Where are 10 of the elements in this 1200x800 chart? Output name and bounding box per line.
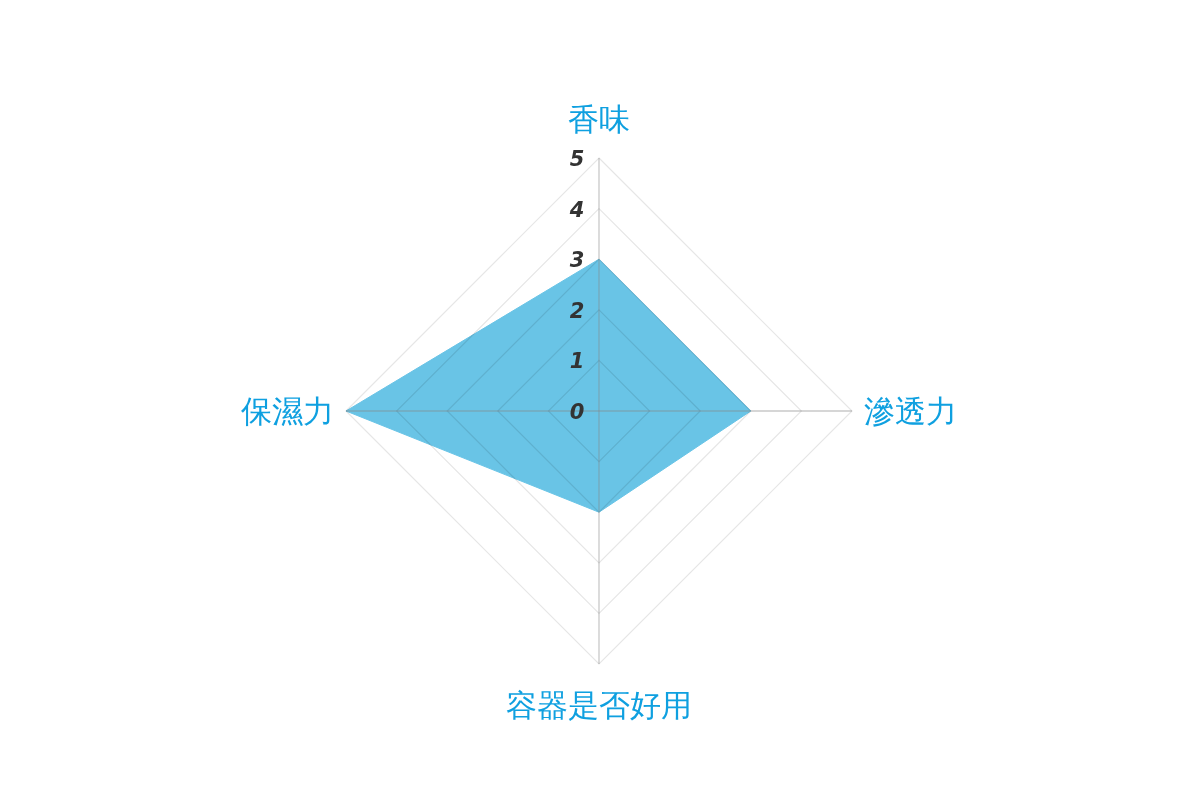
y-tick-label: 4 [568,197,585,222]
y-tick-label: 3 [569,248,585,273]
spoke-label: 保濕力 [241,393,334,429]
y-tick-label: 0 [569,400,585,424]
y-tick-label: 5 [569,147,585,171]
spoke-label: 滲透力 [864,393,957,429]
spoke-label: 容器是否好用 [506,687,692,723]
y-tick-label: 1 [569,349,585,374]
y-tick-label: 2 [569,298,585,323]
spoke-label: 香味 [568,101,630,137]
